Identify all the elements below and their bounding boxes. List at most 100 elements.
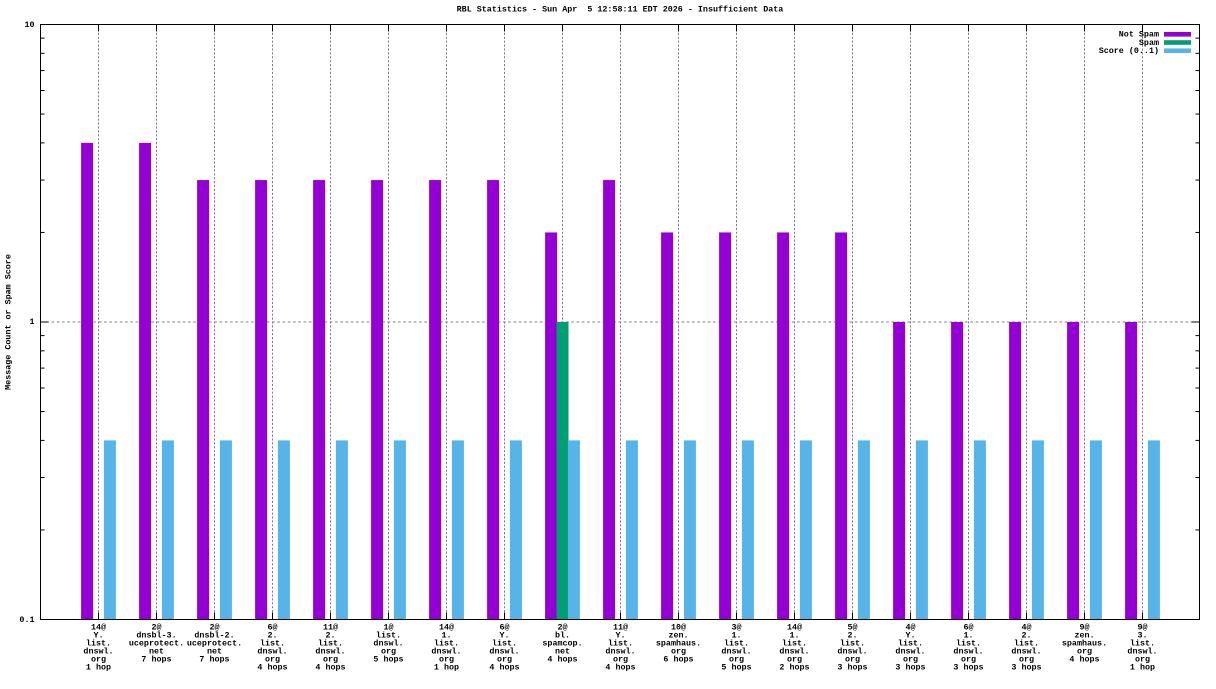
svg-text:5 hops: 5 hops [721, 663, 751, 673]
svg-text:list.: list. [434, 639, 459, 649]
svg-text:6 hops: 6 hops [663, 655, 693, 665]
svg-text:4@: 4@ [1021, 623, 1031, 633]
svg-text:RBL Statistics - Sun Apr 5 12: RBL Statistics - Sun Apr 5 12:58:11 EDT … [457, 5, 784, 15]
svg-text:3 hops: 3 hops [837, 663, 867, 673]
svg-text:Not Spam: Not Spam [1119, 30, 1159, 40]
svg-text:11@: 11@ [613, 623, 628, 633]
svg-text:dnsbl-2.: dnsbl-2. [194, 631, 234, 641]
svg-text:org: org [613, 655, 628, 665]
svg-text:2.: 2. [1021, 631, 1031, 641]
svg-text:dnswl.: dnswl. [721, 647, 751, 657]
svg-text:1.: 1. [441, 631, 451, 641]
svg-text:10@: 10@ [671, 623, 686, 633]
svg-text:1: 1 [29, 317, 34, 327]
svg-text:4@: 4@ [905, 623, 915, 633]
svg-text:list.: list. [492, 639, 517, 649]
svg-text:net: net [555, 647, 570, 657]
svg-text:14@: 14@ [439, 623, 454, 633]
svg-text:dnswl.: dnswl. [1011, 647, 1041, 657]
svg-text:11@: 11@ [323, 623, 338, 633]
svg-text:1@: 1@ [383, 623, 393, 633]
svg-text:4 hops: 4 hops [605, 663, 635, 673]
svg-text:4 hops: 4 hops [315, 663, 345, 673]
svg-text:spamhaus.: spamhaus. [1062, 639, 1107, 649]
svg-text:dnswl.: dnswl. [257, 647, 287, 657]
svg-text:list.: list. [608, 639, 633, 649]
svg-text:2.: 2. [325, 631, 335, 641]
svg-text:1.: 1. [789, 631, 799, 641]
svg-text:Message Count or Spam Score: Message Count or Spam Score [4, 254, 14, 390]
svg-text:3.: 3. [1137, 631, 1147, 641]
svg-text:4 hops: 4 hops [257, 663, 287, 673]
svg-text:dnswl.: dnswl. [779, 647, 809, 657]
svg-text:net: net [149, 647, 164, 657]
svg-text:org: org [1019, 655, 1034, 665]
svg-text:spamcop.: spamcop. [542, 639, 582, 649]
svg-text:dnswl.: dnswl. [953, 647, 983, 657]
svg-text:org: org [323, 655, 338, 665]
svg-text:org: org [729, 655, 744, 665]
svg-text:list.: list. [782, 639, 807, 649]
svg-text:list.: list. [376, 631, 401, 641]
svg-text:bl.: bl. [555, 631, 570, 641]
svg-text:zen.: zen. [668, 631, 688, 641]
svg-text:org: org [671, 647, 686, 657]
svg-text:1 hop: 1 hop [86, 663, 111, 673]
svg-text:1 hop: 1 hop [1130, 663, 1155, 673]
svg-text:spamhaus.: spamhaus. [656, 639, 701, 649]
svg-text:list.: list. [86, 639, 111, 649]
svg-text:3 hops: 3 hops [953, 663, 983, 673]
svg-text:dnswl.: dnswl. [373, 639, 403, 649]
svg-text:0.1: 0.1 [19, 615, 34, 625]
svg-text:2@: 2@ [151, 623, 161, 633]
svg-text:org: org [845, 655, 860, 665]
svg-text:1.: 1. [963, 631, 973, 641]
svg-text:dnswl.: dnswl. [83, 647, 113, 657]
svg-text:uceprotect.: uceprotect. [187, 639, 242, 649]
svg-text:5 hops: 5 hops [373, 655, 403, 665]
svg-text:9@: 9@ [1137, 623, 1147, 633]
svg-text:1.: 1. [731, 631, 741, 641]
svg-text:dnswl.: dnswl. [605, 647, 635, 657]
svg-text:2@: 2@ [209, 623, 219, 633]
svg-text:uceprotect.: uceprotect. [129, 639, 184, 649]
svg-text:zen.: zen. [1074, 631, 1094, 641]
svg-text:2.: 2. [847, 631, 857, 641]
svg-text:2@: 2@ [557, 623, 567, 633]
svg-text:list.: list. [840, 639, 865, 649]
svg-text:4 hops: 4 hops [489, 663, 519, 673]
svg-text:14@: 14@ [91, 623, 106, 633]
svg-text:net: net [207, 647, 222, 657]
svg-text:dnswl.: dnswl. [895, 647, 925, 657]
svg-text:4 hops: 4 hops [547, 655, 577, 665]
svg-text:Spam: Spam [1139, 38, 1159, 48]
svg-text:list.: list. [956, 639, 981, 649]
svg-text:3 hops: 3 hops [1011, 663, 1041, 673]
svg-text:dnswl.: dnswl. [315, 647, 345, 657]
svg-text:list.: list. [1014, 639, 1039, 649]
svg-text:3@: 3@ [731, 623, 741, 633]
svg-text:dnswl.: dnswl. [431, 647, 461, 657]
svg-text:3 hops: 3 hops [895, 663, 925, 673]
svg-text:14@: 14@ [787, 623, 802, 633]
svg-text:dnswl.: dnswl. [1127, 647, 1157, 657]
svg-text:org: org [265, 655, 280, 665]
svg-text:1 hop: 1 hop [434, 663, 459, 673]
svg-text:Y.: Y. [905, 631, 915, 641]
svg-text:9@: 9@ [1079, 623, 1089, 633]
svg-text:4 hops: 4 hops [1069, 655, 1099, 665]
svg-text:2.: 2. [267, 631, 277, 641]
svg-text:Score (0..1): Score (0..1) [1099, 46, 1159, 56]
svg-text:5@: 5@ [847, 623, 857, 633]
svg-text:Y.: Y. [93, 631, 103, 641]
svg-text:list.: list. [898, 639, 923, 649]
svg-text:org: org [961, 655, 976, 665]
svg-text:6@: 6@ [963, 623, 973, 633]
svg-text:6@: 6@ [499, 623, 509, 633]
svg-text:org: org [497, 655, 512, 665]
svg-text:org: org [1135, 655, 1150, 665]
svg-text:Y.: Y. [615, 631, 625, 641]
svg-text:dnswl.: dnswl. [837, 647, 867, 657]
svg-text:list.: list. [318, 639, 343, 649]
svg-text:dnsbl-3.: dnsbl-3. [136, 631, 176, 641]
